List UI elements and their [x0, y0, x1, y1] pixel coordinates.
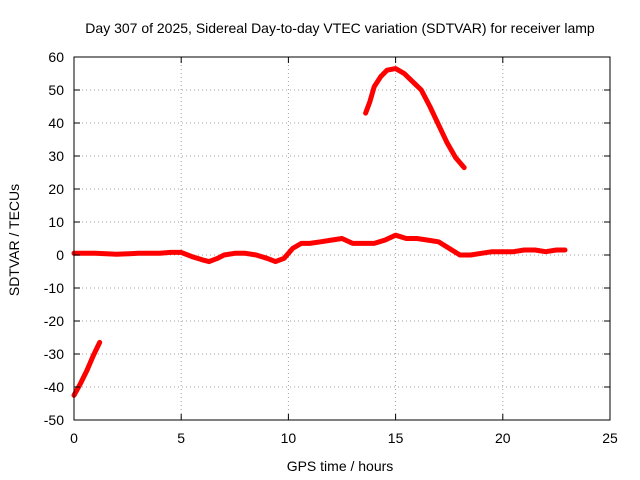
y-tick-label: -50	[44, 412, 64, 428]
x-tick-label: 5	[177, 430, 185, 446]
series-baseline	[71, 232, 568, 265]
y-tick-label: 50	[48, 82, 64, 98]
series-start-segment	[71, 339, 103, 398]
y-tick-label: 40	[48, 115, 64, 131]
y-tick-label: 60	[48, 49, 64, 65]
grid-lines	[74, 57, 610, 420]
y-tick-label: 30	[48, 148, 64, 164]
y-tick-label: 10	[48, 214, 64, 230]
x-axis-label: GPS time / hours	[287, 458, 394, 474]
x-tick-label: 15	[388, 430, 404, 446]
series-peak-segment	[363, 66, 467, 171]
y-tick-label: 0	[56, 247, 64, 263]
y-tick-label: -20	[44, 313, 64, 329]
x-tick-label: 0	[70, 430, 78, 446]
chart-title: Day 307 of 2025, Sidereal Day-to-day VTE…	[85, 20, 595, 36]
y-tick-label: -10	[44, 280, 64, 296]
x-tick-label: 20	[495, 430, 511, 446]
y-axis-label: SDTVAR / TECUs	[6, 184, 22, 296]
y-tick-label: -30	[44, 346, 64, 362]
x-tick-label: 25	[602, 430, 618, 446]
axis-ticks	[73, 56, 611, 421]
plot-frame	[73, 56, 611, 421]
y-tick-label: 20	[48, 181, 64, 197]
data-series	[71, 66, 568, 398]
x-tick-label: 10	[281, 430, 297, 446]
tick-labels: 0 5 10 15 20 25 -50 -40 -30 -20 -10 0 10 20 30 40 50 60	[44, 49, 618, 446]
y-tick-label: -40	[44, 379, 64, 395]
